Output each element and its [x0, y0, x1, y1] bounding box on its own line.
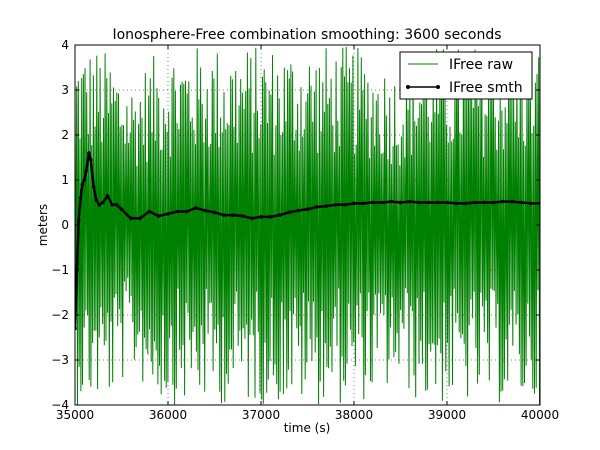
ifree-smth-point — [361, 201, 366, 206]
ifree-smth-point — [115, 203, 119, 207]
ifree-smth-point — [84, 169, 88, 173]
x-tick-label: 38000 — [335, 408, 373, 422]
y-tick-label: 0 — [61, 218, 69, 232]
legend-marker-ifree-smth-left — [406, 85, 410, 89]
ifree-smth-point — [445, 200, 449, 205]
y-tick-label: −1 — [51, 263, 69, 277]
ifree-smth-point — [463, 201, 468, 206]
legend-marker-ifree-smth-right — [436, 85, 440, 89]
ifree-smth-point — [110, 203, 114, 207]
ifree-smth-point — [491, 200, 496, 205]
ifree-smth-point — [473, 200, 477, 205]
ifree-smth-point — [482, 200, 487, 205]
y-tick-label: 2 — [61, 128, 69, 142]
ifree-smth-point — [147, 209, 152, 214]
ifree-smth-point — [259, 215, 263, 219]
ifree-smth-point — [324, 204, 328, 208]
ifree-smth-point — [519, 200, 524, 205]
series-ifree-raw — [75, 46, 540, 405]
ifree-smth-point — [194, 206, 198, 210]
ifree-smth-point — [342, 203, 347, 207]
ifree-smth-point — [352, 201, 356, 206]
legend: IFree raw IFree smth — [399, 51, 533, 100]
ifree-smth-point — [76, 218, 81, 223]
y-tick-label: −4 — [51, 398, 69, 412]
ifree-smth-point — [389, 199, 394, 204]
y-tick-label: 3 — [61, 83, 69, 97]
ifree-smth-point — [184, 209, 189, 214]
ifree-smth-point — [231, 213, 235, 217]
ifree-smth-point — [119, 207, 124, 212]
ifree-smth-point — [240, 214, 245, 218]
ifree-smth-point — [277, 213, 282, 217]
legend-label-ifree-smth: IFree smth — [449, 80, 523, 96]
ifree-smth-point — [426, 200, 431, 205]
chart-title: Ionosphere-Free combination smoothing: 3… — [112, 27, 501, 43]
y-tick-label: −3 — [51, 353, 69, 367]
ifree-smth-point — [80, 182, 85, 187]
ifree-smth-point — [78, 196, 83, 200]
ifree-smth-point — [287, 210, 291, 215]
ifree-smth-point — [305, 207, 310, 212]
ifree-smth-point — [89, 158, 93, 162]
tick-labels: 35000 36000 37000 38000 39000 40000 −4 −3 −2 −1 0 1… — [51, 38, 559, 422]
ifree-smth-point — [315, 205, 319, 209]
ifree-smth-point — [101, 200, 105, 205]
ifree-smth-point — [87, 151, 91, 155]
y-tick-label: 4 — [61, 38, 69, 52]
ifree-smth-point — [417, 200, 421, 205]
ifree-smth-point — [129, 216, 133, 221]
ifree-smth-point — [398, 200, 403, 205]
y-axis-title: meters — [36, 204, 50, 246]
ifree-smth-point — [97, 203, 101, 207]
ifree-smth-point — [138, 216, 142, 221]
x-tick-label: 36000 — [149, 408, 187, 422]
ifree-smth-point — [222, 213, 226, 217]
legend-box — [399, 51, 533, 100]
ifree-smth-point — [435, 200, 440, 205]
ifree-smth-point — [370, 200, 375, 205]
x-axis-title: time (s) — [284, 421, 331, 435]
ifree-smth-point — [105, 194, 110, 198]
ifree-smth-point — [528, 201, 533, 206]
ifree-smth-point — [94, 198, 99, 203]
ifree-smth-point — [203, 208, 207, 213]
series-ifree-smth — [75, 151, 540, 331]
ifree-raw-line — [75, 46, 540, 405]
x-tick-label: 35000 — [56, 408, 94, 422]
ifree-smth-point — [501, 199, 505, 204]
ticks — [74, 44, 541, 406]
ifree-smth-point — [296, 208, 301, 213]
ifree-smth-point — [454, 201, 459, 206]
ifree-smth-point — [175, 209, 180, 214]
ifree-smth-point — [268, 215, 273, 219]
ifree-smth-point — [510, 199, 514, 204]
ifree-smth-point — [212, 210, 217, 215]
y-tick-label: 1 — [61, 173, 69, 187]
legend-label-ifree-raw: IFree raw — [449, 57, 513, 73]
ifree-smth-point — [82, 178, 87, 182]
y-tick-label: −2 — [51, 308, 69, 322]
ifree-smth-point — [333, 203, 338, 207]
x-tick-label: 39000 — [428, 408, 466, 422]
ifree-smth-point — [380, 200, 384, 205]
ifree-smth-point — [249, 216, 254, 221]
ifree-smth-point — [408, 199, 412, 204]
ifree-smth-point — [156, 214, 161, 218]
x-tick-label: 37000 — [242, 408, 280, 422]
ifree-smth-point — [166, 212, 170, 216]
x-tick-label: 40000 — [521, 408, 559, 422]
ifree-smth-point — [91, 185, 96, 189]
